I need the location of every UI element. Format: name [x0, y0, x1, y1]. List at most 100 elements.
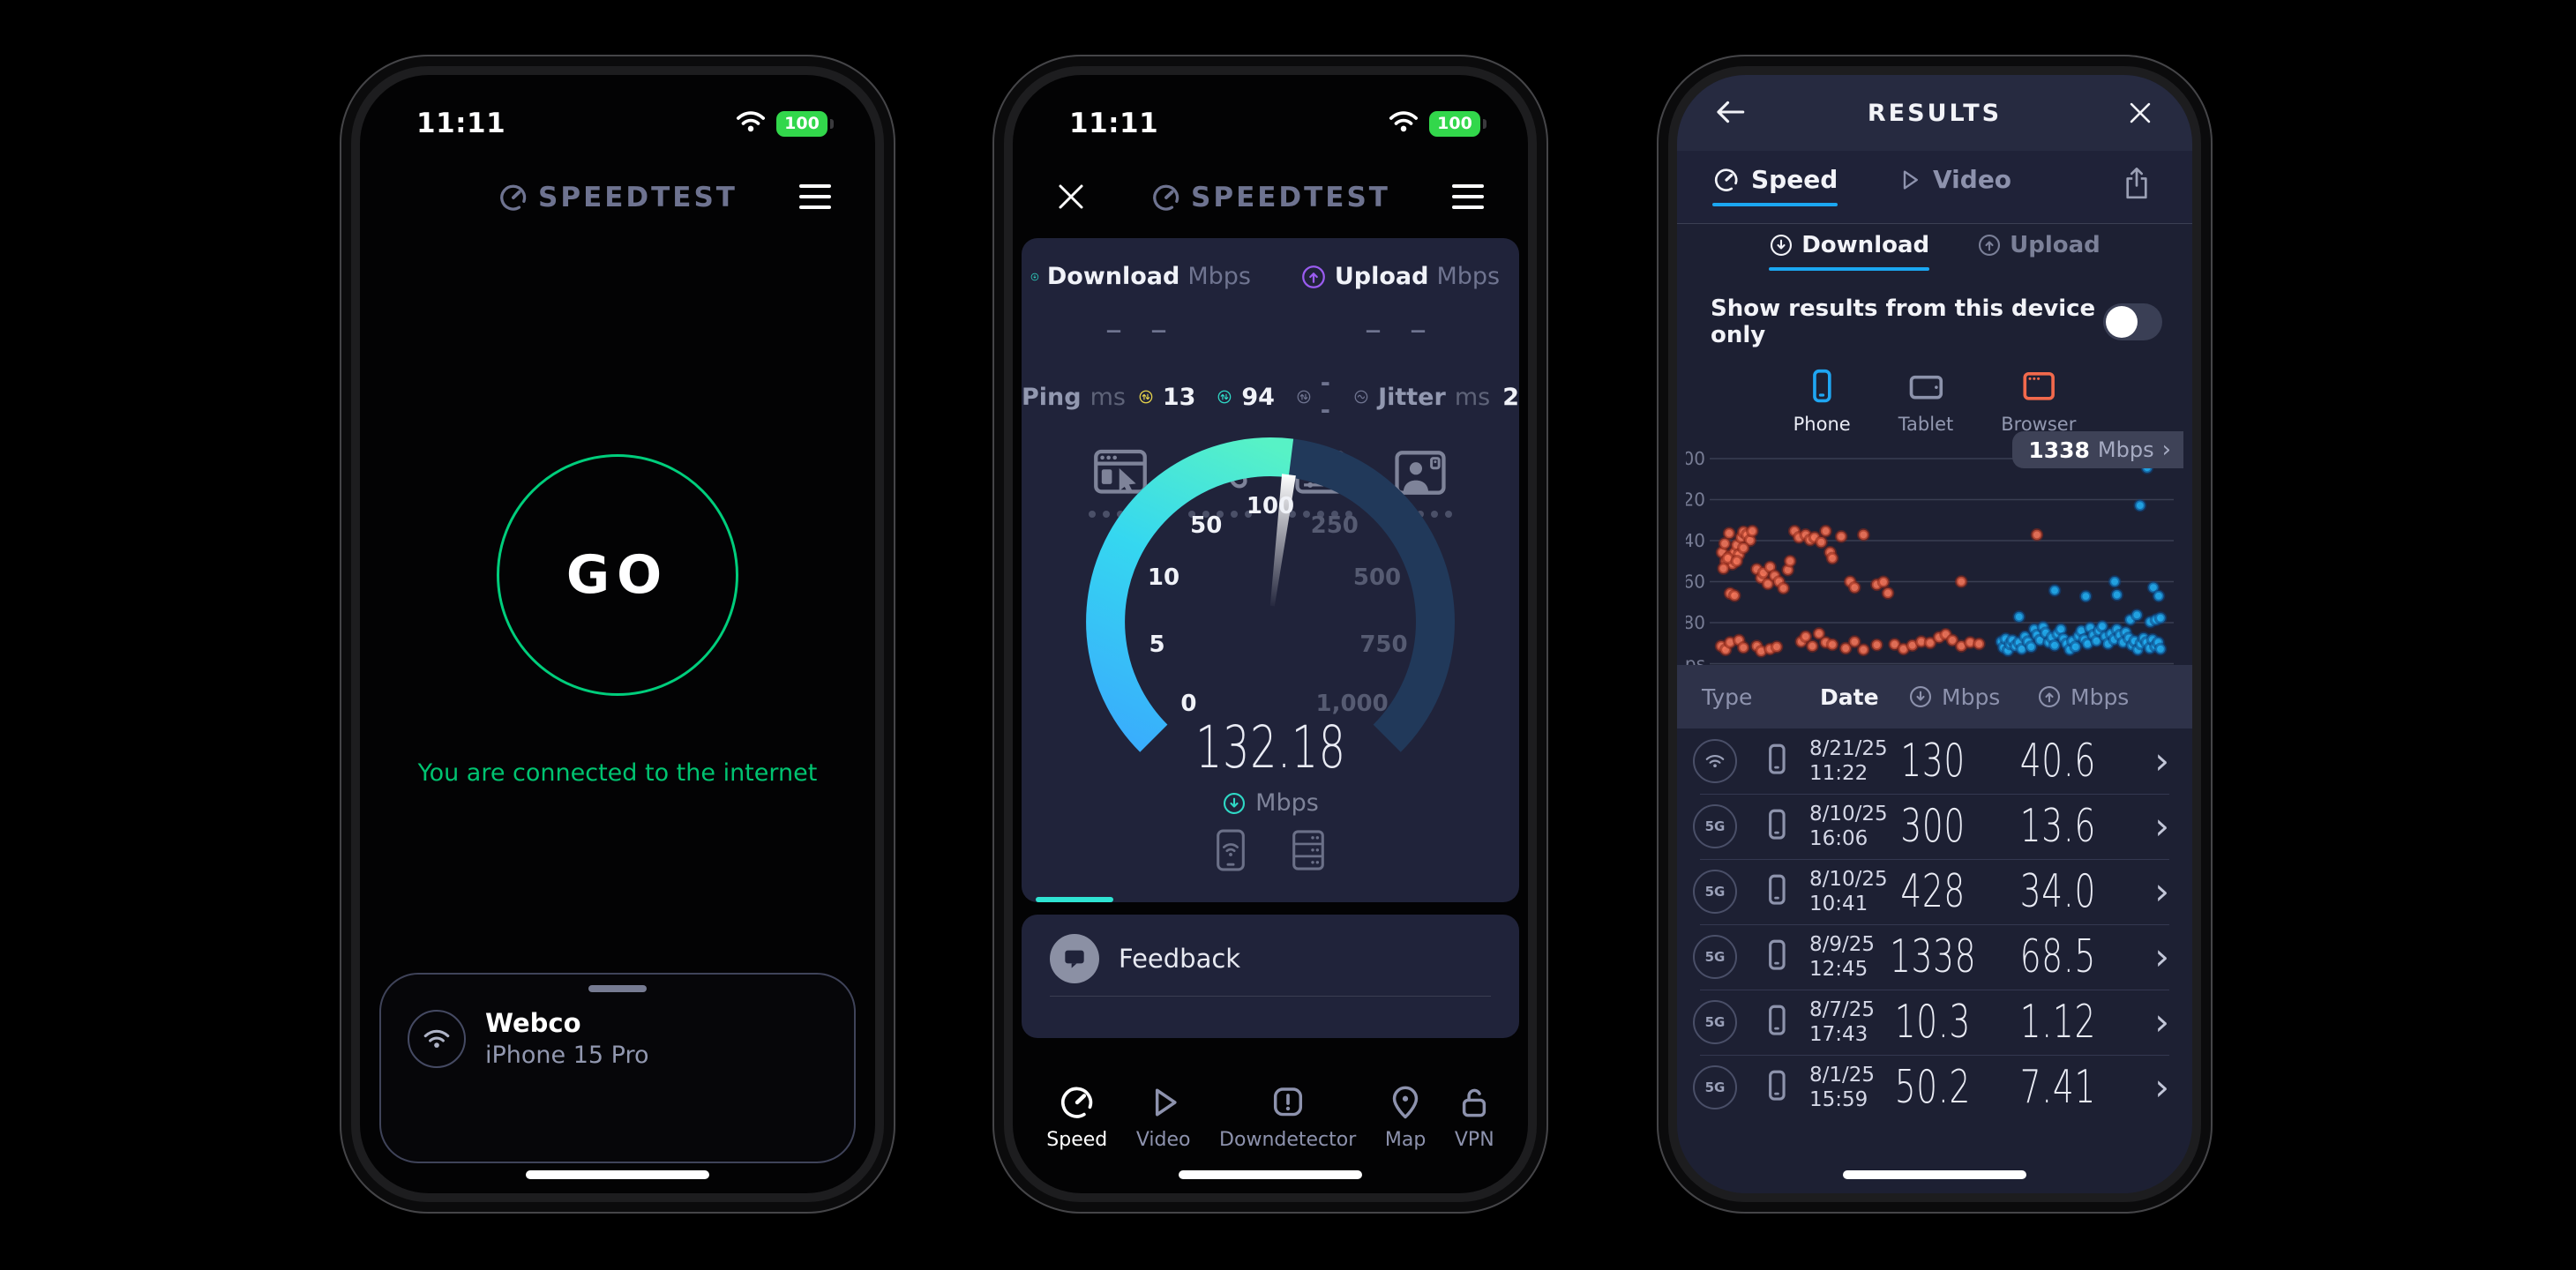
share-icon[interactable] [2120, 165, 2153, 205]
connection-endpoints [1063, 828, 1478, 872]
result-date: 8/9/25 12:45 [1809, 933, 1876, 981]
ping-idle-value: 13 [1162, 383, 1196, 411]
phone-icon [1769, 809, 1786, 840]
tab-speed[interactable]: Speed [1712, 165, 1838, 206]
menu-button[interactable] [799, 184, 831, 209]
data-point-recent-results [2069, 640, 2083, 654]
data-point-older-results [1834, 530, 1848, 543]
result-row[interactable]: 8/21/25 11:22 130 40.6 › [1677, 728, 2192, 794]
phone-2-screen: 11:11 100 SPEEDTEST Dow [1013, 75, 1528, 1193]
jitter-icon [1354, 390, 1368, 404]
latency-row: Ping ms 13 94 -- Jitter ms 2 [1022, 370, 1519, 424]
connection-message: You are connected to the internet [417, 759, 818, 787]
phone-1-frame: 11:11 100 SPEEDTEST GO You are connected… [340, 55, 895, 1214]
bottom-nav: Speed Video Downdetector Map VPN [1013, 1083, 1528, 1151]
back-arrow-icon[interactable] [1712, 96, 1748, 131]
close-icon[interactable] [1055, 181, 1087, 216]
result-row[interactable]: 5G 8/10/25 16:06 300 13.6 › [1677, 794, 2192, 859]
data-point-older-results [1876, 575, 1891, 589]
feedback-bubble-icon [1050, 934, 1099, 983]
result-row[interactable]: 5G 8/1/25 15:59 50.2 7.41 › [1677, 1055, 2192, 1120]
home-indicator[interactable] [526, 1170, 709, 1179]
data-point-older-results [1799, 630, 1813, 644]
device-filter-row: Phone Tablet Browser [1677, 366, 2192, 435]
data-point-older-results [1819, 524, 1832, 538]
gauge-tick-label: 5 [1149, 631, 1165, 658]
feedback-card[interactable]: Feedback [1022, 915, 1519, 1038]
nav-item-downdetector[interactable]: Downdetector [1219, 1083, 1356, 1151]
jitter-value: 2 [1502, 383, 1519, 411]
upload-value: 34.0 [2019, 865, 2097, 918]
data-point-older-results [1770, 640, 1784, 654]
status-bar: 11:11 100 [1013, 108, 1528, 139]
data-point-older-results [1718, 537, 1732, 550]
play-icon [1903, 169, 1918, 190]
cellular-5g-icon: 5G [1693, 804, 1737, 848]
gauge-tick-label: 500 [1352, 564, 1402, 591]
status-time: 11:11 [1069, 108, 1159, 139]
gauge-unit: Mbps [1063, 789, 1478, 817]
data-point-recent-results [2012, 610, 2026, 624]
download-circle-icon [1030, 273, 1039, 280]
filter-browser[interactable]: Browser [2001, 366, 2076, 435]
device-phone-icon [1758, 870, 1795, 914]
download-value: 300 [1900, 800, 1966, 853]
cellular-5g-icon: 5G [1693, 1065, 1737, 1109]
nav-item-vpn[interactable]: VPN [1455, 1083, 1494, 1151]
nav-item-video[interactable]: Video [1136, 1083, 1190, 1151]
home-indicator[interactable] [1843, 1170, 2026, 1179]
data-point-older-results [1923, 636, 1937, 650]
result-row[interactable]: 5G 8/7/25 17:43 10.3 1.12 › [1677, 990, 2192, 1055]
data-point-older-results [1847, 635, 1861, 648]
nav-item-map[interactable]: Map [1385, 1083, 1426, 1151]
data-point-recent-results [2153, 642, 2168, 656]
network-card[interactable]: Webco iPhone 15 Pro [379, 973, 856, 1163]
speedtest-gauge-icon [500, 184, 527, 211]
menu-button[interactable] [1452, 184, 1484, 209]
cellular-5g-icon: 5G [1693, 1000, 1737, 1044]
speedtest-card: Download Mbps – – Upload Mbps – – Ping m [1022, 238, 1519, 902]
result-row[interactable]: 5G 8/9/25 12:45 1338 68.5 › [1677, 924, 2192, 990]
download-value: 1338 [1889, 930, 1977, 983]
chevron-right-icon[interactable]: › [2154, 935, 2169, 978]
gauge-tick-label: 100 [1246, 493, 1295, 519]
lock-icon [1463, 1088, 1486, 1117]
home-indicator[interactable] [1179, 1170, 1362, 1179]
go-button[interactable]: GO [497, 454, 738, 696]
upload-circle-icon [2038, 685, 2061, 708]
upload-value: 7.41 [2019, 1061, 2097, 1114]
chevron-right-icon[interactable]: › [2154, 870, 2169, 913]
subtab-upload[interactable]: Upload [1977, 232, 2100, 271]
data-point-older-results [1847, 580, 1861, 594]
filter-tablet[interactable]: Tablet [1898, 366, 1953, 435]
data-point-recent-results [2108, 575, 2122, 588]
device-only-toggle[interactable] [2103, 303, 2162, 340]
chevron-right-icon[interactable]: › [2154, 739, 2169, 782]
device-phone-icon [1758, 935, 1795, 979]
data-point-older-results [1825, 638, 1839, 652]
result-row[interactable]: 5G 8/10/25 10:41 428 34.0 › [1677, 859, 2192, 924]
close-icon[interactable] [2125, 98, 2155, 131]
download-value: 428 [1900, 865, 1966, 918]
data-point-recent-results [2110, 588, 2123, 601]
download-metric: Download Mbps – – [1030, 263, 1251, 348]
drag-handle[interactable] [588, 985, 647, 992]
data-point-older-results [1954, 575, 1968, 588]
svg-text:1,120: 1,120 [1686, 489, 1705, 511]
data-point-older-results [1812, 627, 1826, 640]
subtab-download[interactable]: Download [1769, 232, 1929, 271]
chevron-right-icon[interactable]: › [2154, 1065, 2169, 1109]
gauge-tick-label: 750 [1359, 631, 1408, 658]
wifi-circle-icon [408, 1009, 466, 1068]
data-point-older-results [1815, 535, 1828, 549]
chevron-right-icon[interactable]: › [2154, 804, 2169, 848]
peak-speed-badge[interactable]: 1338 Mbps › [2012, 431, 2183, 468]
svg-text:840: 840 [1686, 530, 1705, 551]
filter-phone[interactable]: Phone [1793, 366, 1851, 435]
gauge-tick-label: 1,000 [1315, 690, 1389, 717]
chevron-right-icon[interactable]: › [2154, 1000, 2169, 1043]
upload-metric: Upload Mbps – – [1290, 263, 1510, 348]
tab-video[interactable]: Video [1896, 165, 2011, 194]
nav-item-speed[interactable]: Speed [1046, 1083, 1107, 1151]
app-header: SPEEDTEST [360, 177, 875, 218]
